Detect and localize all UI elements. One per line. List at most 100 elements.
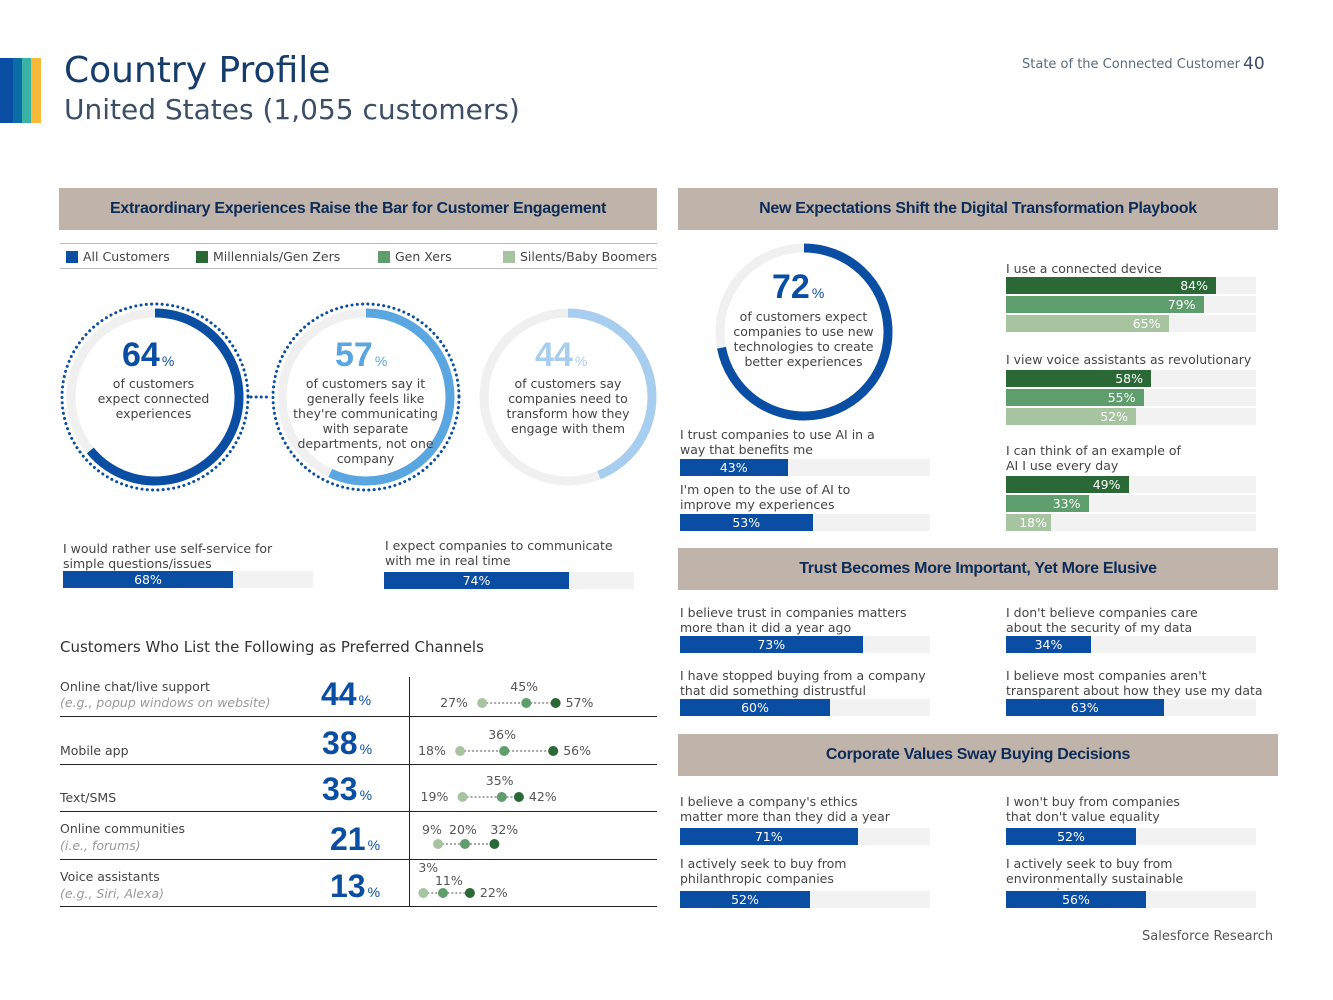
ring-1-text: of customers expect connected experience…	[97, 376, 210, 421]
bar-ai-example-millennials: 49%	[1006, 476, 1256, 493]
bar-value: 56%	[1062, 892, 1090, 907]
legend-item-all: All Customers	[66, 249, 170, 264]
dot-label-millennials: 56%	[563, 743, 591, 758]
bar-fill: 84%	[1006, 277, 1216, 294]
channel-name: Voice assistants	[60, 869, 160, 884]
legend-item-boomers: Silents/Baby Boomers	[503, 249, 657, 264]
bar-connected-device-genx: 79%	[1006, 296, 1256, 313]
bar-fill: 52%	[1006, 408, 1136, 425]
stat-label-stopped-buying: I have stopped buying from a company tha…	[680, 668, 926, 698]
pct-sign: %	[367, 884, 381, 900]
ring-3-text: of customers say companies need to trans…	[506, 376, 630, 436]
bar-voice-assistants-genx: 55%	[1006, 389, 1256, 406]
bar-fill: 63%	[1006, 699, 1164, 716]
dot-genx	[460, 839, 470, 849]
dot-genx	[437, 888, 448, 898]
bar-value: 52%	[1057, 829, 1085, 844]
ring-1-number: 64	[122, 336, 160, 374]
bar-value: 55%	[1107, 390, 1136, 405]
stat-label-open-ai: I'm open to the use of AI to improve my …	[680, 482, 851, 512]
bar-not-transparent: 63%	[1006, 699, 1256, 716]
bar-fill: 71%	[680, 828, 858, 845]
stat-label-real-time: I expect companies to communicate with m…	[385, 538, 613, 568]
digital-ring-arc	[717, 243, 893, 421]
bar-fill: 68%	[63, 571, 233, 588]
pct-sign: %	[161, 353, 175, 369]
bar-value: 74%	[462, 573, 491, 588]
brand-stripe-2	[13, 58, 22, 123]
report-name: State of the Connected Customer	[1022, 57, 1240, 72]
section-header-engagement: Extraordinary Experiences Raise the Bar …	[59, 188, 657, 230]
bar-sustainable: 56%	[1006, 891, 1256, 908]
dot-label-boomers: 3%	[418, 860, 439, 875]
channel-row-sms: Text/SMS 33%	[60, 764, 657, 812]
channel-number: 44	[321, 676, 357, 712]
bar-connected-device-boomers: 65%	[1006, 315, 1256, 332]
dot-label-millennials: 57%	[565, 695, 594, 710]
ring-2-value: 57%	[335, 336, 387, 375]
bar-value: 34%	[1034, 637, 1063, 652]
channel-name: Text/SMS	[60, 790, 117, 805]
bar-value: 18%	[1019, 515, 1047, 530]
stat-label-self-service: I would rather use self-service for simp…	[63, 541, 273, 571]
dot-boomers	[433, 839, 444, 849]
bar-real-time: 74%	[384, 572, 634, 589]
bar-ai-example-genx: 33%	[1006, 495, 1256, 512]
bar-trust-ai: 43%	[680, 459, 930, 476]
pct-sign: %	[359, 741, 373, 757]
pct-sign: %	[811, 285, 825, 301]
brand-stripe-3	[22, 58, 31, 123]
stat-label-ethics: I believe a company's ethics matter more…	[680, 794, 890, 839]
bar-fill: 33%	[1006, 495, 1089, 512]
bar-open-ai: 53%	[680, 514, 930, 531]
channel-row-chat: Online chat/live support (e.g., popup wi…	[60, 667, 657, 717]
section-header-trust: Trust Becomes More Important, Yet More E…	[678, 548, 1278, 590]
ring-2	[271, 302, 461, 492]
dot-millennials	[513, 792, 524, 802]
dot-label-genx: 45%	[510, 679, 539, 694]
channel-name: Online communities	[60, 821, 186, 836]
bar-ai-example-boomers: 18%	[1006, 514, 1256, 531]
ring-1-value: 64%	[122, 336, 174, 375]
dot-millennials	[550, 698, 561, 708]
stat-label-trust-matters: I believe trust in companies matters mor…	[680, 605, 907, 635]
ring-2-text: of customers say it generally feels like…	[293, 376, 438, 466]
stat-label-not-transparent: I believe most companies aren't transpar…	[1006, 668, 1263, 698]
channel-example: (e.g., popup windows on website)	[60, 695, 271, 710]
ring-3-value: 44%	[535, 336, 587, 375]
generation-legend: All Customers Millennials/Gen Zers Gen X…	[60, 243, 657, 269]
legend-swatch-genx	[378, 251, 390, 263]
stat-label-data-security: I don't believe companies care about the…	[1006, 605, 1198, 635]
dot-boomers	[418, 888, 429, 898]
bar-voice-assistants-boomers: 52%	[1006, 408, 1256, 425]
bar-value: 63%	[1070, 700, 1099, 715]
channel-name: Online chat/live support	[60, 679, 210, 694]
bar-value: 52%	[731, 892, 759, 907]
channel-number: 21	[330, 821, 366, 857]
dot-label-genx: 20%	[449, 822, 477, 837]
dot-boomers	[477, 698, 488, 708]
section-header-digital: New Expectations Shift the Digital Trans…	[678, 188, 1278, 230]
stat-label-voice-assistants: I view voice assistants as revolutionary	[1006, 352, 1252, 367]
ring-2-arc	[328, 308, 455, 486]
dot-label-genx: 36%	[488, 727, 516, 742]
dot-boomers	[455, 746, 466, 756]
legend-swatch-all	[66, 251, 78, 263]
legend-label: Silents/Baby Boomers	[520, 249, 658, 264]
digital-ring	[715, 243, 893, 421]
dot-label-genx: 35%	[485, 773, 514, 788]
digital-ring-value: 72%	[772, 268, 824, 307]
bar-equality: 52%	[1006, 828, 1256, 845]
bar-fill: 58%	[1006, 370, 1151, 387]
dot-genx	[499, 746, 510, 756]
bar-ethics: 71%	[680, 828, 930, 845]
pct-sign: %	[367, 837, 381, 853]
bar-trust-matters: 73%	[680, 636, 930, 653]
bar-fill: 65%	[1006, 315, 1169, 332]
section-header-values: Corporate Values Sway Buying Decisions	[678, 734, 1278, 776]
pct-sign: %	[574, 353, 588, 369]
bar-fill: 18%	[1006, 514, 1051, 531]
channel-example: (e.g., Siri, Alexa)	[60, 886, 165, 901]
bar-fill: 55%	[1006, 389, 1144, 406]
dot-label-genx: 11%	[434, 873, 463, 888]
